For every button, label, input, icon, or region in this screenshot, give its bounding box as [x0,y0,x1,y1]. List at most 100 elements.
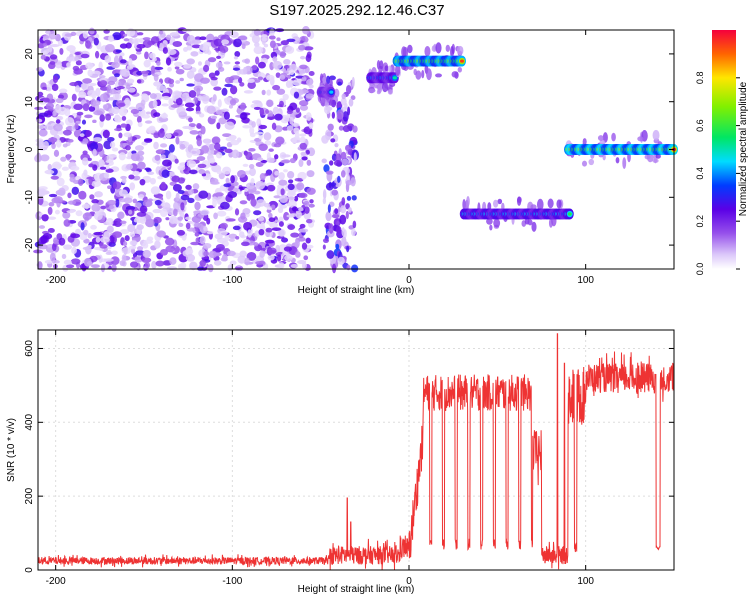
heatmap-cell [94,191,103,198]
heatmap-cell [248,163,255,170]
snr-gridlines [38,330,674,571]
heatmap-cell [421,69,425,79]
heatmap-cell [40,47,50,55]
heatmap-cell [194,232,200,237]
heatmap-cell [292,79,302,87]
heatmap-cell [330,182,337,187]
heatmap-cell [78,178,84,186]
heatmap-cell [133,218,140,223]
snr-y-tick-label: 600 [24,340,35,357]
heatmap-cell [527,219,533,226]
heatmap-cell [164,237,175,246]
snr-x-tick-label: 0 [406,576,412,587]
heatmap-cell [255,260,266,265]
heatmap-cell [54,209,60,215]
heatmap-cell [139,178,146,186]
snr-x-tick: 0 [406,330,412,587]
heatmap-cell [637,136,644,142]
heatmap-cell [259,107,265,117]
colorbar-tick-label: 0.2 [695,215,705,228]
heatmap-cell [208,263,214,273]
heatmap-cell [112,231,123,238]
heatmap-cell [353,152,357,162]
heatmap-cell [161,103,169,107]
heatmap-cell [191,39,202,44]
heatmap-cell [109,141,116,148]
heatmap-cell [92,137,103,143]
heatmap-cell [174,66,180,70]
heatmap-cell [143,59,151,68]
heatmap-cell [341,197,346,206]
heatmap-cell [111,61,120,69]
heatmap-cell [37,91,44,97]
heatmap-cell [38,188,47,197]
colorbar: 0.0 0.2 0.4 0.6 0.8 Normalized spectral ampl… [695,30,749,275]
heatmap-cell [322,77,326,85]
heatmap-cell [147,198,153,202]
heatmap-cell [74,85,81,93]
heatmap-cell [337,256,345,265]
heatmap-cell [245,151,253,161]
heatmap-cell [246,251,257,261]
heatmap-cell [308,70,315,76]
heatmap-cell [264,239,275,244]
heatmap-cell [154,199,162,206]
heatmap-cell [136,79,142,84]
heatmap-cell [161,169,170,179]
heatmap-cell [144,262,151,269]
heatmap-cell [124,145,131,151]
heatmap-cell [328,75,336,81]
heatmap-cell [197,163,207,169]
heatmap-cell [234,208,240,216]
heatmap-cell [249,132,256,138]
snr-y-tick-label: 400 [24,414,35,431]
heatmap-cell [37,261,43,270]
heatmap-cell [175,97,183,106]
heatmap-cell [92,148,97,157]
heatmap-cell [69,82,79,87]
heatmap-cell [230,139,240,146]
heatmap-cell [67,200,77,205]
heatmap-cell [382,82,389,93]
heatmap-cell [268,212,273,219]
heatmap-cell [223,111,230,120]
heatmap-cell [136,246,144,251]
heatmap-cell [75,228,82,235]
heatmap-cell [235,190,242,195]
heatmap-cell [185,254,196,262]
heatmap-cell [89,27,95,35]
heatmap-cell [287,179,294,184]
heatmap-cell [256,199,266,207]
heatmap-cell [239,82,245,87]
heatmap-cell [85,40,92,49]
heatmap-cell [90,224,97,230]
heatmap-cell [37,42,45,49]
heatmap-cell [457,66,463,73]
heatmap-cell [126,78,135,84]
colorbar-tick: 0.8 [695,72,740,84]
heatmap-cell [305,112,312,121]
heatmap-cell [289,102,298,111]
heatmap-cell [70,258,81,265]
heatmap-cell [247,81,256,90]
heatmap-cell [331,111,336,119]
heatmap-cell [89,142,99,151]
heatmap-cell [124,97,131,106]
heatmap-cell [466,196,470,207]
heatmap-x-tick-label: 100 [577,275,594,286]
heatmap-cell [44,169,55,175]
heatmap-cell [336,109,344,120]
snr-panel: -200 -100 0 100 0 200 400 600 Height of straig… [6,329,675,595]
heatmap-cell [70,233,81,239]
heatmap-cell [194,201,201,211]
heatmap-cell [655,153,661,159]
heatmap-cell [110,256,120,266]
heatmap-cell [199,235,206,245]
heatmap-cell [132,170,140,176]
heatmap-cell [321,95,326,106]
heatmap-cell [175,80,181,84]
heatmap-cell [328,223,334,234]
heatmap-cell [126,163,134,170]
heatmap-cell [51,83,59,92]
heatmap-cell [70,31,77,37]
